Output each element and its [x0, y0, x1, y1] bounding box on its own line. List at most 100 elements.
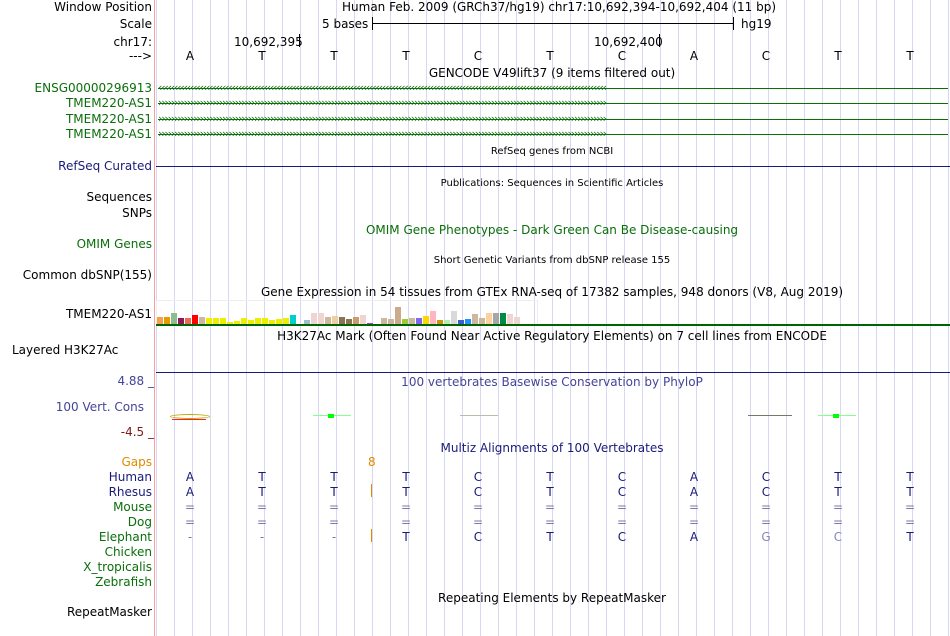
alignment-base: - — [259, 530, 265, 544]
alignment-base: = — [184, 500, 196, 514]
track-label-repeatmasker[interactable]: RepeatMasker — [66, 605, 152, 619]
position-label-2: 10,692,400 — [594, 35, 663, 49]
gtex-tissue-bar[interactable] — [255, 318, 261, 325]
refseq-gene-line[interactable] — [156, 166, 950, 167]
gtex-tissue-bar[interactable] — [339, 317, 345, 325]
gtex-tissue-bar[interactable] — [451, 311, 457, 325]
species-label-elephant[interactable]: Elephant — [98, 530, 152, 544]
alignment-base: = — [544, 515, 556, 529]
alignment-base: C — [473, 530, 483, 544]
gtex-tissue-bar[interactable] — [171, 313, 177, 325]
alignment-base: = — [400, 500, 412, 514]
species-label-mouse[interactable]: Mouse — [113, 500, 152, 514]
strand-label[interactable]: ---> — [128, 49, 152, 63]
gtex-tissue-bar[interactable] — [234, 321, 240, 325]
track-label-omim[interactable]: OMIM Genes — [76, 237, 152, 251]
track-label-tmem220-as1[interactable]: TMEM220-AS1 — [65, 127, 152, 141]
gtex-tissue-bar[interactable] — [388, 319, 394, 325]
gtex-tissue-bar[interactable] — [416, 318, 422, 325]
gtex-tissue-bar[interactable] — [325, 317, 331, 325]
gtex-tissue-bar[interactable] — [472, 314, 478, 325]
alignment-base: A — [185, 485, 195, 499]
gtex-tissue-bar[interactable] — [199, 317, 205, 325]
alignment-base: = — [760, 515, 772, 529]
track-label-h3k27ac[interactable]: Layered H3K27Ac — [12, 343, 119, 357]
gtex-tissue-bar[interactable] — [381, 318, 387, 325]
refseq-track-title: RefSeq genes from NCBI — [490, 146, 614, 157]
track-label-gaps[interactable]: Gaps — [121, 455, 152, 469]
gtex-tissue-bar[interactable] — [262, 318, 268, 325]
track-label-tmem220-as1[interactable]: TMEM220-AS1 — [65, 112, 152, 126]
gtex-tissue-bar[interactable] — [283, 318, 289, 325]
alignment-base: T — [258, 485, 266, 499]
gene-tmem220-as1[interactable]: ››››››››››››››››››››››››››››››››››››››››… — [158, 96, 948, 110]
gtex-tissue-bar[interactable] — [213, 318, 219, 325]
gencode-track-title: GENCODE V49lift37 (9 items filtered out) — [428, 66, 676, 80]
gtex-tissue-bar[interactable] — [269, 319, 275, 325]
species-label-chicken[interactable]: Chicken — [104, 545, 152, 559]
alignment-base: = — [544, 500, 556, 514]
track-label-sequences[interactable]: Sequences — [86, 190, 152, 204]
gtex-tissue-bar[interactable] — [430, 311, 436, 325]
alignment-base: T — [906, 470, 914, 484]
gtex-tissue-bar[interactable] — [346, 319, 352, 325]
position-tick — [659, 34, 660, 47]
gtex-tissue-bar[interactable] — [437, 319, 443, 325]
gtex-tissue-bar[interactable] — [290, 314, 296, 325]
gtex-tissue-bar[interactable] — [486, 312, 492, 325]
gene-tmem220-as1[interactable]: ››››››››››››››››››››››››››››››››››››››››… — [158, 112, 948, 126]
track-label-tmem220-as1[interactable]: TMEM220-AS1 — [65, 96, 152, 110]
species-label-dog[interactable]: Dog — [127, 515, 152, 529]
track-label-dbsnp[interactable]: Common dbSNP(155) — [22, 268, 152, 282]
gtex-tissue-bar[interactable] — [465, 319, 471, 325]
gtex-tissue-bar[interactable] — [220, 318, 226, 325]
gtex-tissue-bar[interactable] — [304, 320, 310, 325]
gtex-tissue-bar[interactable] — [318, 313, 324, 325]
gene-tmem220-as1[interactable]: ››››››››››››››››››››››››››››››››››››››››… — [158, 127, 948, 141]
base-T: T — [546, 49, 554, 63]
gtex-tissue-bar[interactable] — [157, 316, 163, 325]
gene-ensg00000296913[interactable]: ‹‹‹‹‹‹‹‹‹‹‹‹‹‹‹‹‹‹‹‹‹‹‹‹‹‹‹‹‹‹‹‹‹‹‹‹‹‹‹‹… — [158, 81, 948, 95]
gtex-tissue-bar[interactable] — [311, 313, 317, 325]
gtex-tissue-bar[interactable] — [409, 317, 415, 325]
position-label-1: 10,692,395 — [234, 35, 303, 49]
base-T: T — [834, 49, 842, 63]
gtex-tissue-bar[interactable] — [479, 317, 485, 325]
gtex-tissue-bar[interactable] — [514, 317, 520, 325]
gtex-tissue-bar[interactable] — [332, 316, 338, 325]
gtex-tissue-bar[interactable] — [192, 315, 198, 325]
track-label-ensg[interactable]: ENSG00000296913 — [34, 81, 152, 95]
gtex-tissue-bar[interactable] — [423, 316, 429, 325]
gtex-tissue-bar[interactable] — [185, 318, 191, 325]
alignment-base: C — [761, 485, 771, 499]
gtex-tissue-bar[interactable] — [353, 317, 359, 325]
track-label-refseq[interactable]: RefSeq Curated — [58, 159, 152, 173]
position-tick — [299, 34, 300, 47]
gtex-tissue-bar[interactable] — [206, 318, 212, 325]
alignment-base: T — [906, 530, 914, 544]
gtex-tissue-bar[interactable] — [178, 317, 184, 325]
species-label-x_tropicalis[interactable]: X_tropicalis — [83, 560, 152, 574]
gtex-tissue-bar[interactable] — [227, 322, 233, 325]
alignment-base: = — [832, 515, 844, 529]
species-label-zebrafish[interactable]: Zebrafish — [95, 575, 152, 589]
gtex-tissue-bar[interactable] — [241, 318, 247, 325]
gtex-tissue-bar[interactable] — [458, 319, 464, 325]
gtex-bar-chart[interactable] — [156, 300, 538, 325]
gtex-tissue-bar[interactable] — [248, 319, 254, 325]
gtex-tissue-bar[interactable] — [493, 313, 499, 325]
track-label-cons[interactable]: 100 Vert. Cons — [55, 400, 144, 414]
track-label-gtex[interactable]: TMEM220-AS1 — [65, 307, 152, 321]
gtex-tissue-bar[interactable] — [164, 317, 170, 325]
species-label-human[interactable]: Human — [108, 470, 152, 484]
gtex-tissue-bar[interactable] — [444, 320, 450, 325]
track-label-snps[interactable]: SNPs — [122, 206, 152, 220]
gtex-tissue-bar[interactable] — [395, 307, 401, 325]
gtex-tissue-bar[interactable] — [276, 318, 282, 325]
gtex-tissue-bar[interactable] — [402, 319, 408, 325]
species-label-rhesus[interactable]: Rhesus — [108, 485, 152, 499]
gtex-tissue-bar[interactable] — [507, 314, 513, 325]
gtex-tissue-bar[interactable] — [500, 313, 506, 325]
gtex-tissue-bar[interactable] — [360, 314, 366, 325]
alignment-base: T — [546, 530, 554, 544]
